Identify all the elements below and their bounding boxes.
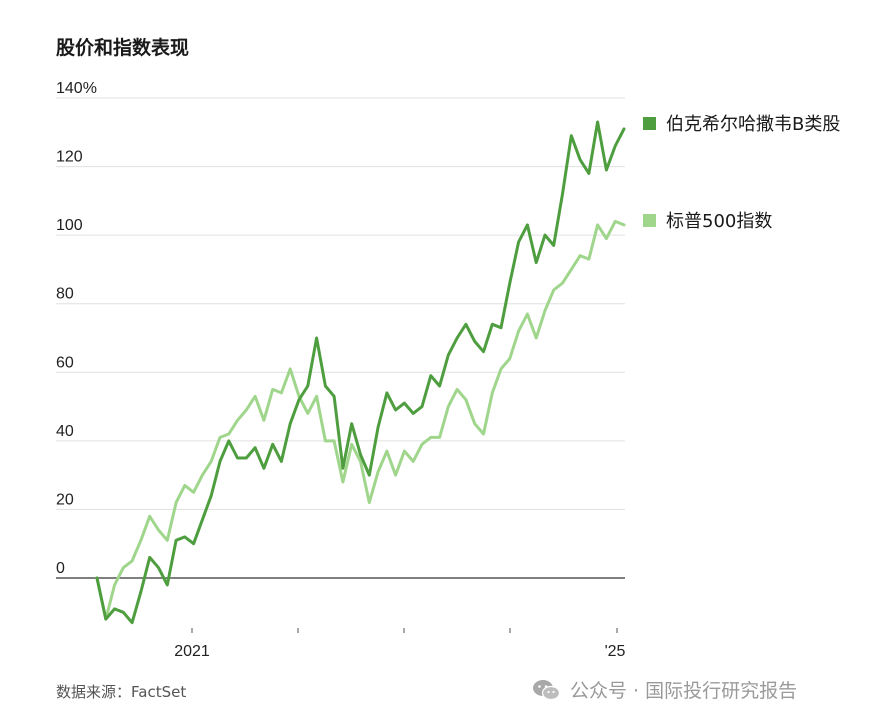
series-line-berkshire [95,120,626,625]
y-tick-label: 40 [56,423,74,440]
legend-swatch-berkshire [643,116,656,130]
series-lines [95,120,626,625]
x-axis-ticks: 2021 '25 [174,628,626,660]
watermark: 公众号 · 国际投行研究报告 [532,676,797,703]
legend-item-berkshire: 伯克希尔哈撒韦B类股 [643,110,840,136]
y-tick-label: 60 [56,354,74,371]
y-tick-label: 100 [56,217,83,234]
source-note: 数据来源：FactSet [56,683,187,701]
watermark-text: 公众号 · 国际投行研究报告 [570,680,798,702]
legend-label-sp500: 标普500指数 [666,211,773,232]
chart-title: 股价和指数表现 [56,37,190,59]
x-tick-label: '25 [605,643,626,660]
y-tick-label: 140% [56,80,97,97]
y-tick-label: 120 [56,149,83,166]
legend-swatch-sp500 [643,213,656,227]
legend-label-berkshire: 伯克希尔哈撒韦B类股 [666,114,841,135]
grid-lines [56,97,625,579]
legend-item-sp500: 标普500指数 [643,207,772,233]
x-tick-label: 2021 [174,643,210,660]
y-tick-label: 20 [56,491,74,508]
wechat-icon [532,679,561,701]
series-line-sp500 [95,219,626,621]
y-tick-label: 0 [56,560,65,577]
y-axis-labels: 0 20 40 60 80 100 120 140% [56,80,97,577]
y-tick-label: 80 [56,286,74,303]
